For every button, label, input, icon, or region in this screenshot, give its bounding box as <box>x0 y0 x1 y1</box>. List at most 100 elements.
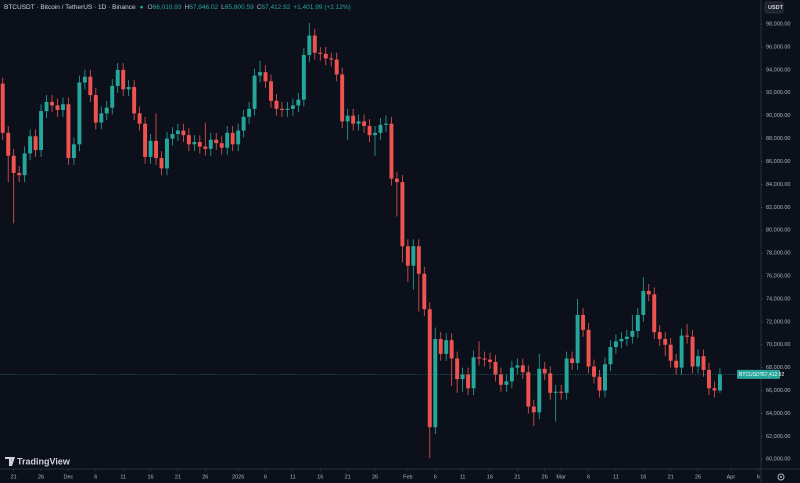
candle-body <box>11 155 16 173</box>
candle-body <box>717 374 722 391</box>
candle-body <box>433 339 438 428</box>
candle-body <box>548 373 553 393</box>
candle-body <box>515 365 520 368</box>
candle-body <box>559 391 564 393</box>
x-tick-label: Mar <box>556 474 566 480</box>
candle-body <box>690 336 695 367</box>
candle-body <box>175 130 180 134</box>
candle-body <box>318 52 323 54</box>
x-tick-label: 21 <box>345 474 351 480</box>
candle-body <box>498 374 503 385</box>
candle-body <box>685 335 690 337</box>
y-tick-label: 68,000.00 <box>766 365 790 371</box>
candle-body <box>159 158 164 169</box>
x-tick-label: 16 <box>147 474 153 480</box>
x-tick-label: 11 <box>460 474 466 480</box>
change: +1,401.99 (+2.12%) <box>293 4 350 11</box>
x-tick-label: Dec <box>64 474 74 480</box>
candle-body <box>575 314 580 364</box>
candle-body <box>613 341 618 348</box>
y-tick-label: 76,000.00 <box>766 273 790 279</box>
status-dot: ● <box>140 4 144 11</box>
y-tick-label: 92,000.00 <box>766 90 790 96</box>
logo-mark <box>5 457 15 466</box>
candle-body <box>258 72 263 76</box>
candle-body <box>132 87 137 114</box>
candle-body <box>405 246 410 266</box>
x-tick-label: 26 <box>38 474 44 480</box>
candle-body <box>570 358 575 364</box>
candle-body <box>438 339 443 354</box>
candle-body <box>679 335 684 368</box>
candle-body <box>608 347 613 365</box>
candle-body <box>225 132 230 148</box>
candle-body <box>93 95 98 123</box>
y-tick-label: 62,000.00 <box>766 434 790 440</box>
candle-body <box>646 290 651 295</box>
candle-body <box>531 406 536 413</box>
candle-body <box>60 104 65 110</box>
candle-body <box>0 83 5 133</box>
settings-icon[interactable] <box>777 473 785 481</box>
overlay: BTCUSDT · Bitcoin / TetherUS · 1D · Bina… <box>4 1 790 481</box>
candle-body <box>55 105 60 110</box>
candle-body <box>143 123 148 157</box>
plot-area <box>0 22 761 459</box>
candle-body <box>619 339 624 342</box>
y-tick-label: 80,000.00 <box>766 228 790 234</box>
candle-body <box>482 358 487 360</box>
candle-body <box>236 130 241 145</box>
candle-body <box>296 99 301 106</box>
candle-body <box>477 357 482 359</box>
candle-body <box>520 365 525 373</box>
candle-body <box>701 356 706 370</box>
y-tick-label: 82,000.00 <box>766 205 790 211</box>
candle-body <box>66 104 71 159</box>
y-tick-label: 84,000.00 <box>766 182 790 188</box>
candle-body <box>340 74 345 122</box>
candle-body <box>323 53 328 59</box>
candle-body <box>115 69 120 86</box>
candle-body <box>192 142 197 145</box>
candle-body <box>126 87 131 90</box>
candle-body <box>104 107 109 114</box>
candle-body <box>635 314 640 331</box>
candle-body <box>466 374 471 389</box>
candle-body <box>362 121 367 126</box>
candle-body <box>455 358 460 380</box>
y-tick-label: 78,000.00 <box>766 251 790 257</box>
x-tick-label: 21 <box>11 474 17 480</box>
candle-body <box>279 108 284 110</box>
currency-label[interactable]: USDT <box>768 5 784 11</box>
candle-body <box>652 294 657 333</box>
y-tick-label: 70,000.00 <box>766 342 790 348</box>
last-price-symbol: BTCUSDT <box>739 372 763 378</box>
candle-body <box>630 330 635 337</box>
candle-body <box>214 139 219 144</box>
candle-body <box>564 358 569 393</box>
candle-body <box>367 125 372 136</box>
candle-body <box>219 143 224 148</box>
candle-body <box>444 340 449 354</box>
candle-body <box>28 136 33 154</box>
y-tick-label: 96,000.00 <box>766 44 790 50</box>
y-tick-label: 66,000.00 <box>766 388 790 394</box>
candle-body <box>356 121 361 124</box>
y-tick-label: 74,000.00 <box>766 296 790 302</box>
x-tick-label: 21 <box>175 474 181 480</box>
candle-body <box>22 153 27 176</box>
candle-body <box>99 113 104 123</box>
candle-body <box>50 101 54 106</box>
currency-button[interactable] <box>764 1 784 14</box>
candle-body <box>44 101 49 112</box>
candle-body <box>197 142 202 147</box>
candle-body <box>493 361 498 375</box>
candle-body <box>460 374 465 380</box>
ohlc-key: L <box>221 4 225 11</box>
candle-body <box>378 124 383 133</box>
x-tick-label: 26 <box>695 474 701 480</box>
last-price-label: 67,412.92 <box>762 372 784 378</box>
candle-body <box>602 364 607 391</box>
